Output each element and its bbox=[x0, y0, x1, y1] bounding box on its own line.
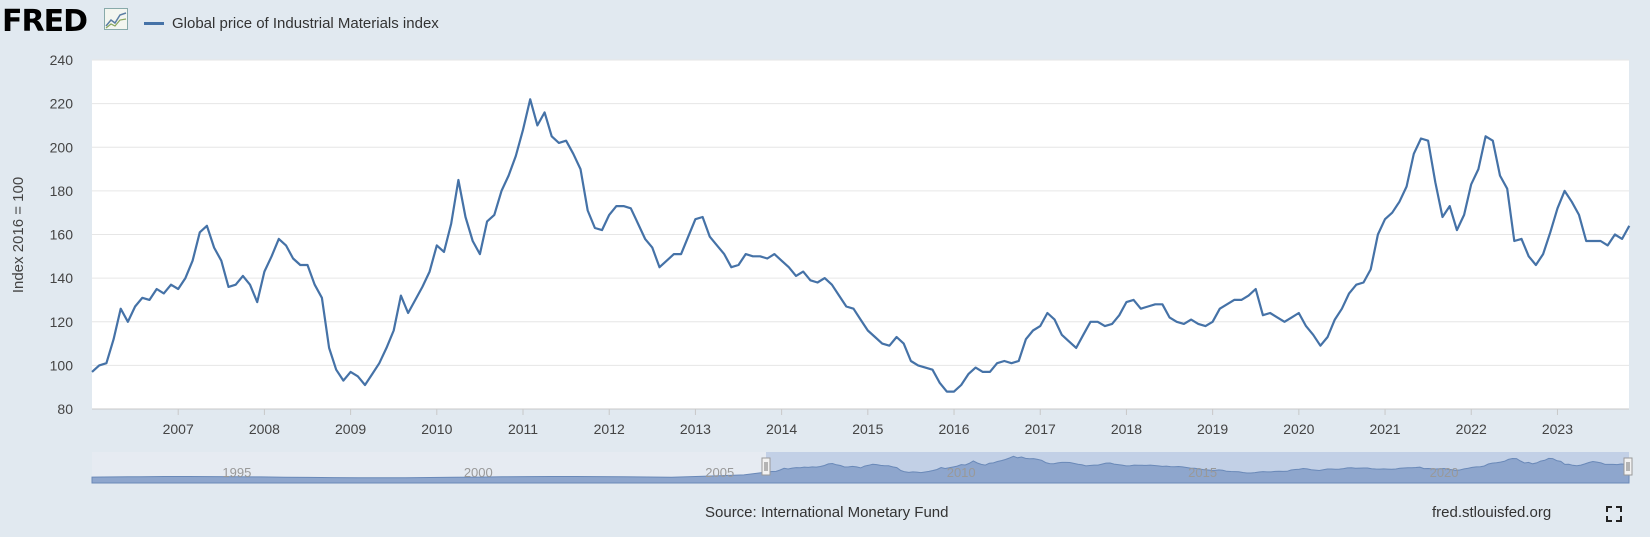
y-tick-label: 180 bbox=[50, 183, 74, 199]
y-tick-label: 100 bbox=[50, 357, 74, 373]
y-tick-label: 220 bbox=[50, 96, 74, 112]
x-tick-label: 2007 bbox=[163, 421, 194, 437]
x-tick-label: 2016 bbox=[938, 421, 969, 437]
navigator-year-label: 2000 bbox=[464, 465, 493, 480]
navigator-year-label: 1995 bbox=[222, 465, 251, 480]
navigator-year-label: 2010 bbox=[947, 465, 976, 480]
y-tick-label: 140 bbox=[50, 270, 74, 286]
navigator-right-handle[interactable] bbox=[1623, 457, 1633, 476]
legend-label: Global price of Industrial Materials ind… bbox=[172, 14, 439, 32]
x-tick-label: 2023 bbox=[1542, 421, 1573, 437]
y-axis: 80 100 120 140 160 180 200 220 240 bbox=[50, 52, 74, 417]
grid-lines bbox=[92, 59, 1629, 410]
y-tick-label: 120 bbox=[50, 314, 74, 330]
x-tick-label: 2011 bbox=[508, 421, 538, 437]
fullscreen-icon[interactable] bbox=[1606, 506, 1622, 522]
legend-line-swatch bbox=[144, 21, 164, 25]
chart-header: FRED Global price of Industrial Material… bbox=[0, 0, 1650, 46]
x-tick-label: 2012 bbox=[594, 421, 625, 437]
navigator-left-handle[interactable] bbox=[761, 457, 771, 476]
x-tick-label: 2018 bbox=[1111, 421, 1142, 437]
range-navigator[interactable]: 1995 2000 2005 2010 2015 2020 bbox=[91, 452, 1633, 484]
x-tick-label: 2008 bbox=[249, 421, 280, 437]
x-tick-label: 2015 bbox=[852, 421, 883, 437]
x-tick-label: 2009 bbox=[335, 421, 366, 437]
navigator-area bbox=[91, 455, 1630, 484]
navigator-year-label: 2005 bbox=[705, 465, 734, 480]
site-link[interactable]: fred.stlouisfed.org bbox=[1432, 504, 1552, 521]
fred-graph-icon bbox=[104, 8, 128, 30]
y-axis-label: Index 2016 = 100 bbox=[10, 177, 27, 293]
source-label: Source: International Monetary Fund bbox=[705, 504, 949, 521]
y-tick-label: 80 bbox=[57, 401, 73, 417]
x-tick-label: 2019 bbox=[1197, 421, 1228, 437]
x-tick-label: 2022 bbox=[1456, 421, 1487, 437]
legend-item[interactable]: Global price of Industrial Materials ind… bbox=[144, 12, 439, 34]
x-tick-label: 2020 bbox=[1283, 421, 1314, 437]
y-tick-label: 240 bbox=[50, 52, 74, 68]
fred-logo[interactable]: FRED bbox=[2, 4, 88, 39]
navigator-year-label: 2020 bbox=[1430, 465, 1459, 480]
x-tick-label: 2010 bbox=[421, 421, 452, 437]
x-tick-label: 2014 bbox=[766, 421, 797, 437]
x-axis: 2007 2008 2009 2010 2011 2012 2013 2014 2015 2016… bbox=[163, 409, 1573, 437]
series-line[interactable] bbox=[91, 98, 1631, 393]
x-tick-label: 2017 bbox=[1025, 421, 1056, 437]
x-tick-label: 2021 bbox=[1369, 421, 1400, 437]
navigator-labels: 1995 2000 2005 2010 2015 2020 bbox=[222, 465, 1458, 480]
x-tick-label: 2013 bbox=[680, 421, 711, 437]
navigator-year-label: 2015 bbox=[1188, 465, 1217, 480]
y-tick-label: 200 bbox=[50, 139, 74, 155]
y-tick-label: 160 bbox=[50, 227, 74, 243]
